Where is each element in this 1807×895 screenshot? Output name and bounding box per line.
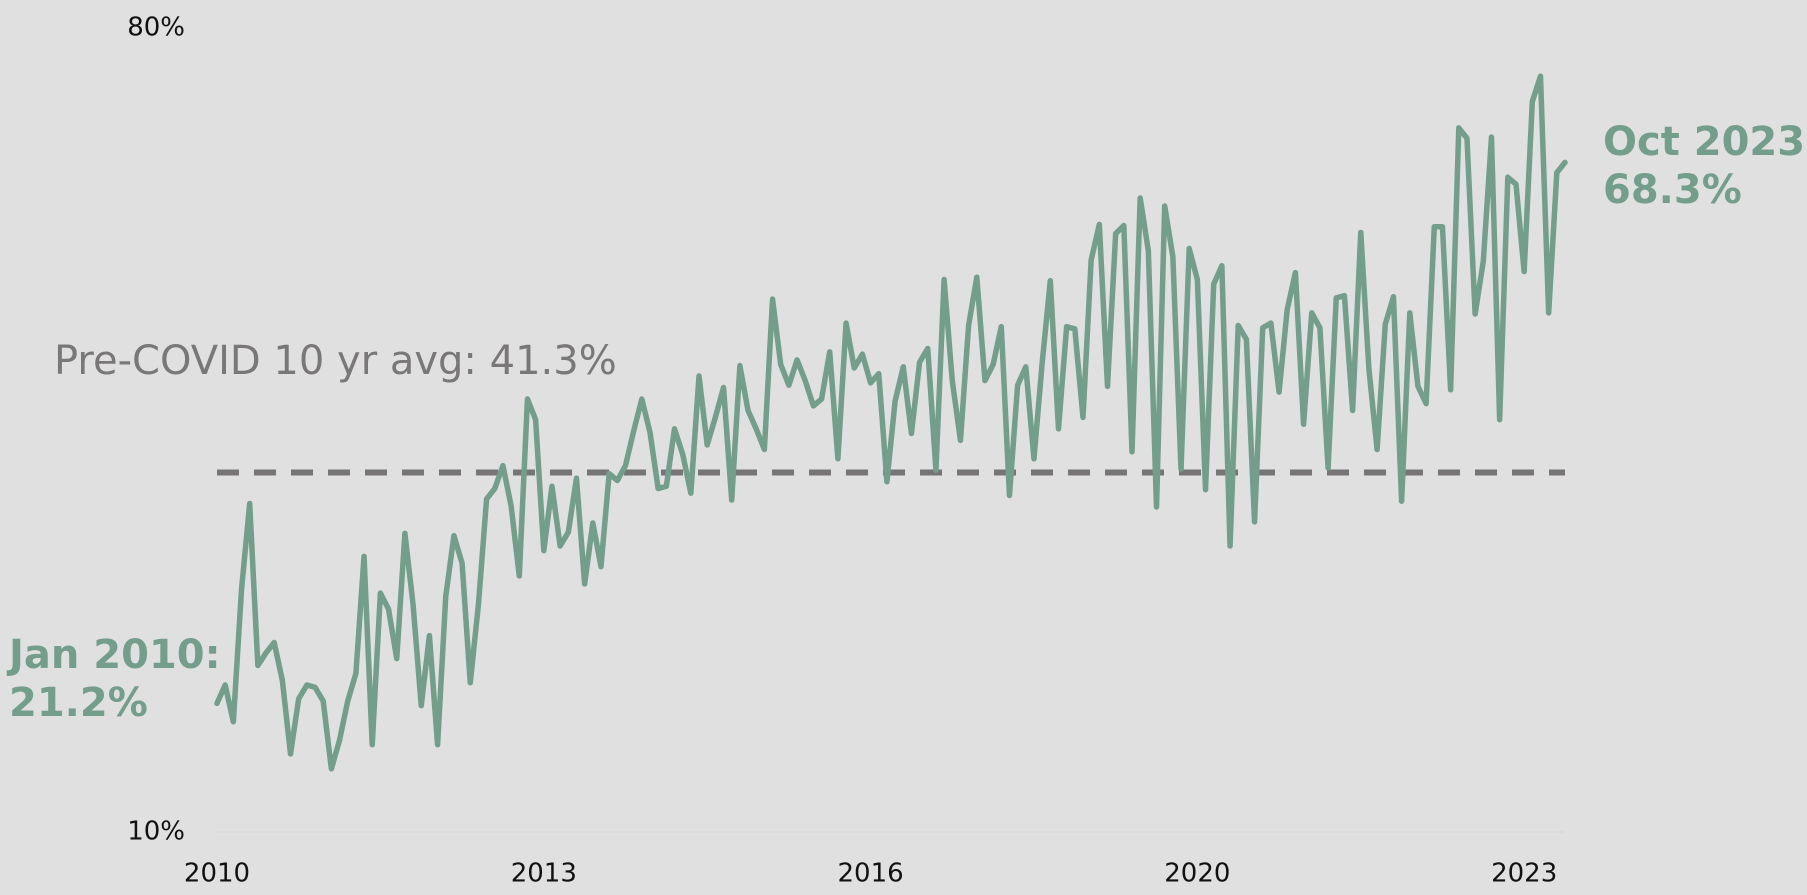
x-tick-label: 2016: [837, 859, 903, 889]
annotation-line: 21.2%: [9, 680, 148, 726]
y-tick-label: 80%: [127, 13, 185, 43]
annotation-line: Jan 2010:: [6, 632, 221, 678]
annotation-line: 68.3%: [1603, 167, 1742, 213]
annotation-line: Oct 2023:: [1603, 119, 1807, 165]
x-tick-label: 2020: [1164, 859, 1230, 889]
x-tick-label: 2010: [184, 859, 250, 889]
x-tick-label: 2013: [511, 859, 577, 889]
y-tick-label: 10%: [127, 817, 185, 847]
data-line: [214, 73, 1568, 772]
annotation: Pre-COVID 10 yr avg: 41.3%: [54, 338, 617, 384]
x-tick-label: 2023: [1491, 859, 1557, 889]
annotation-line: Pre-COVID 10 yr avg: 41.3%: [54, 338, 617, 384]
annotation: Oct 2023: 68.3%: [1603, 119, 1807, 213]
annotation: Jan 2010: 21.2%: [6, 632, 221, 726]
